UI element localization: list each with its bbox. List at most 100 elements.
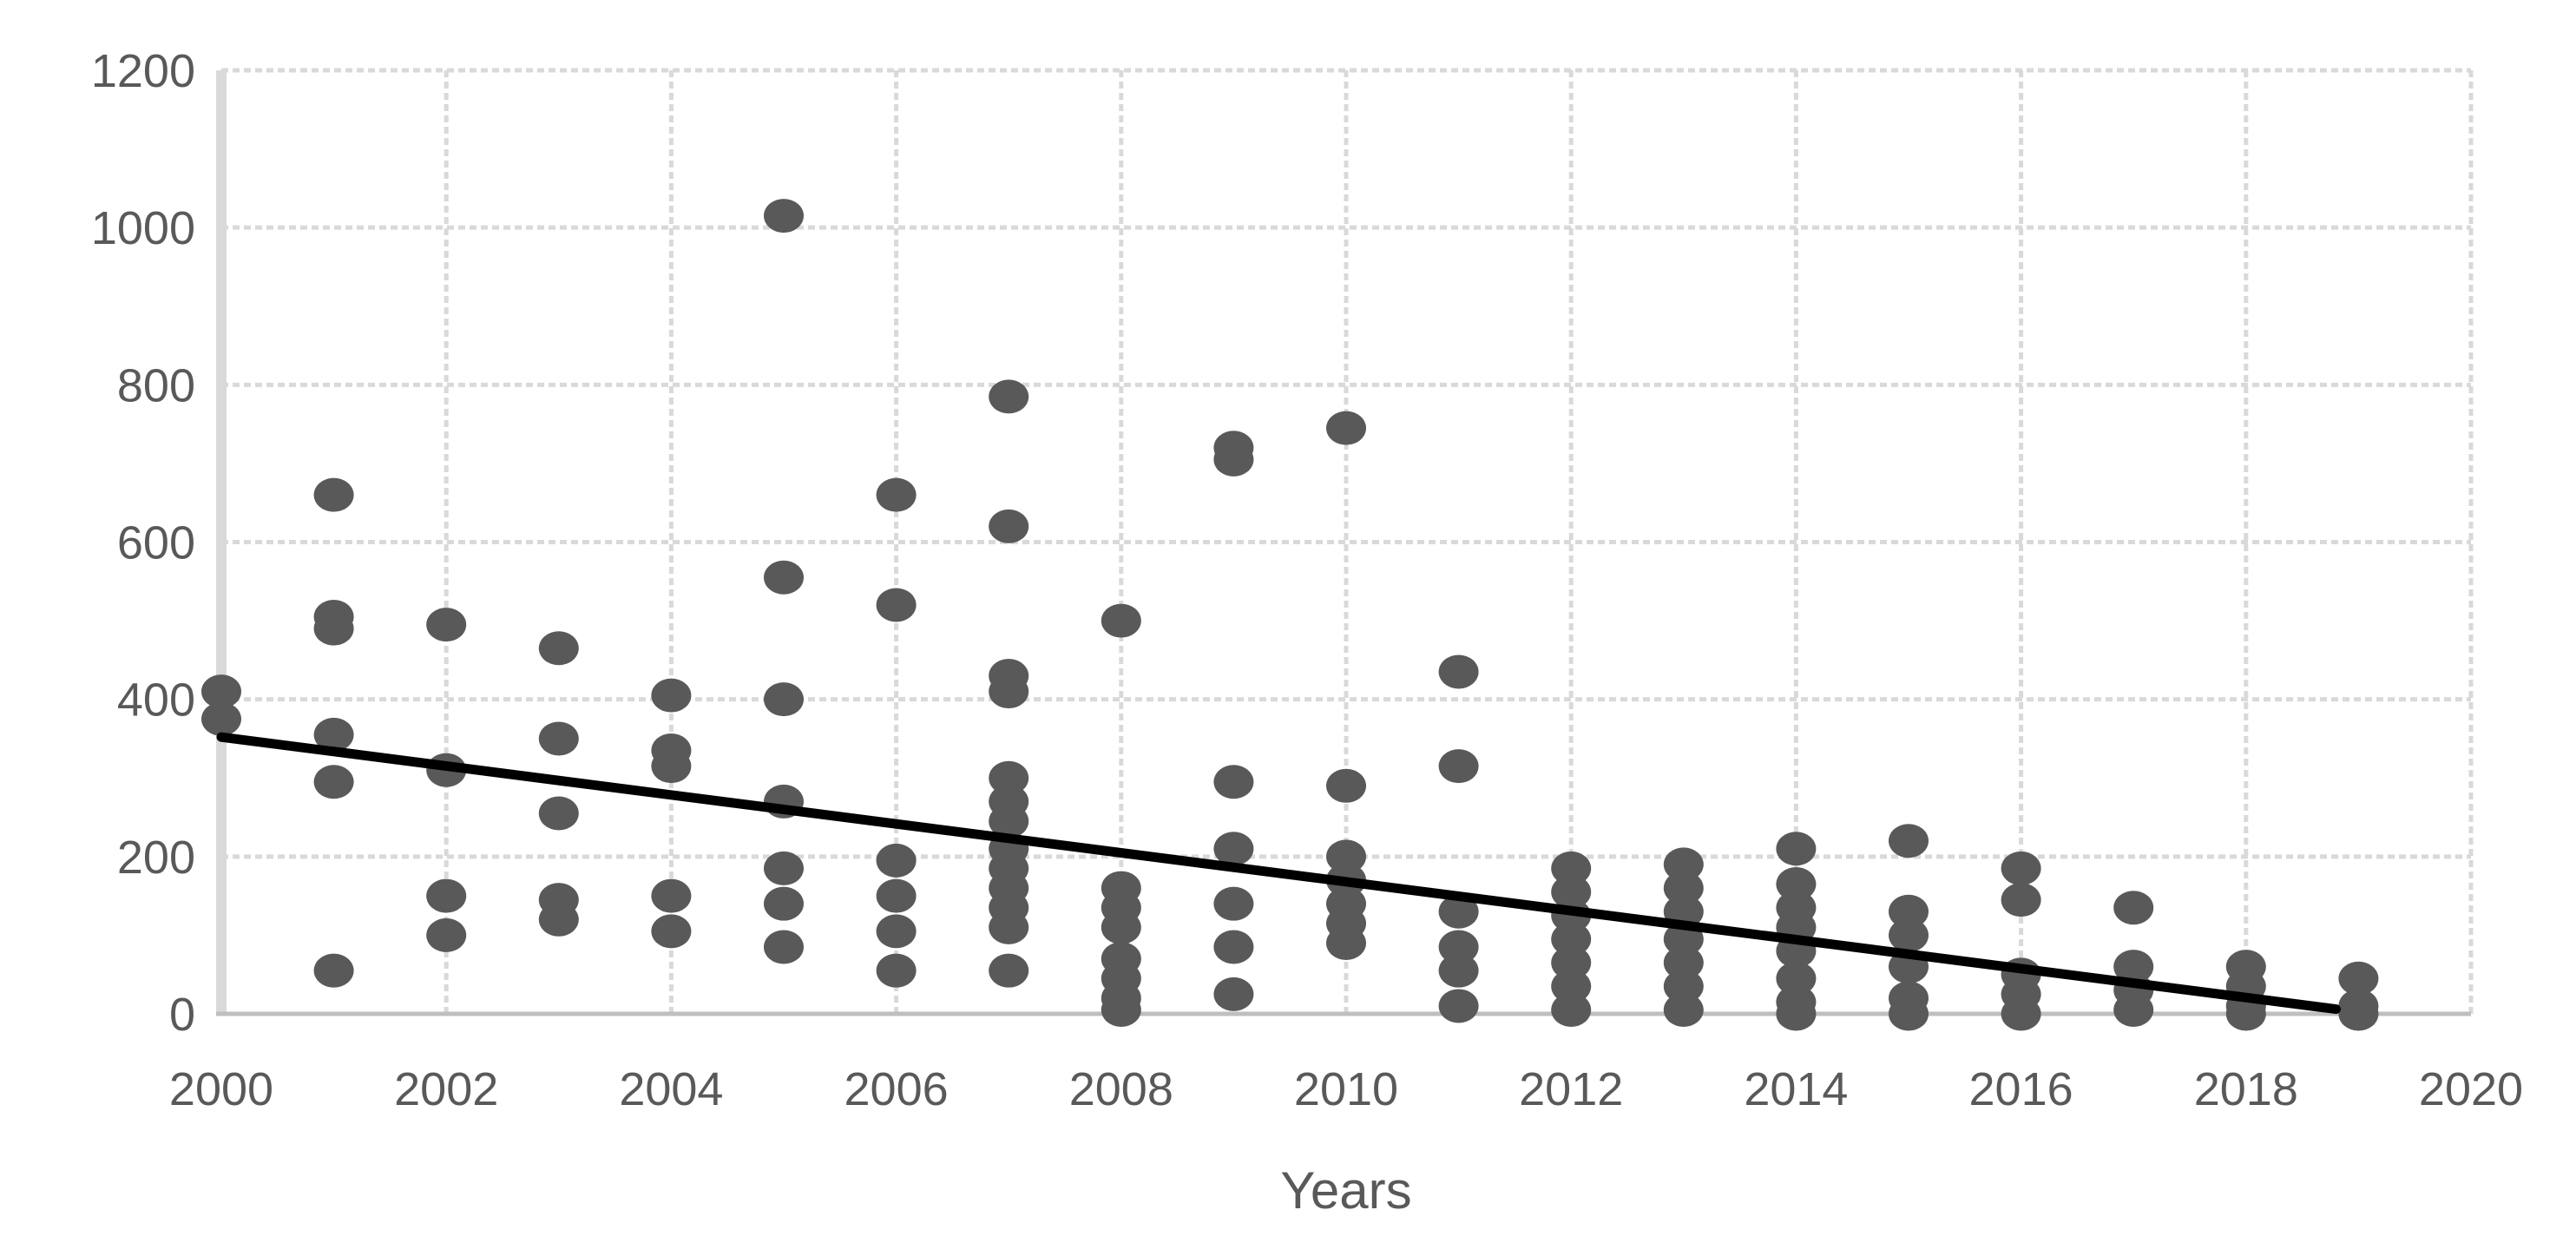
scatter-point (764, 560, 804, 595)
scatter-point (201, 674, 241, 709)
trend-line-group (216, 732, 2341, 1015)
scatter-point (1213, 765, 1254, 799)
y-tick-label: 1200 (91, 45, 195, 97)
trend-line (216, 732, 2341, 1015)
scatter-point (2225, 996, 2266, 1031)
y-tick-label: 1000 (91, 202, 195, 254)
scatter-point (1438, 989, 1479, 1023)
scatter-point (651, 749, 692, 784)
scatter-point (651, 678, 692, 713)
scatter-point (989, 760, 1029, 795)
scatter-point (1889, 917, 1929, 952)
scatter-point (989, 379, 1029, 414)
x-tick-label: 2000 (169, 1063, 273, 1115)
scatter-point (1213, 832, 1254, 866)
scatter-point (651, 878, 692, 913)
scatter-point (764, 199, 804, 233)
axis-labels: 0 200 400 600 800 1000 1200 2000 2002 2004 2006 200… (91, 45, 2523, 1115)
scatter-point (426, 917, 467, 952)
scatter-point (1213, 930, 1254, 964)
x-tick-label: 2016 (1969, 1063, 2073, 1115)
scatter-point (426, 878, 467, 913)
scatter-point (1776, 961, 1817, 996)
gridlines (219, 68, 2474, 1014)
scatter-point (538, 796, 579, 831)
scatter-point (538, 902, 579, 937)
scatter-point (313, 611, 354, 646)
y-tick-label: 400 (117, 674, 195, 727)
scatter-point (2338, 996, 2379, 1031)
scatter-point (2001, 996, 2041, 1031)
scatter-point (538, 631, 579, 666)
x-tick-label: 2006 (844, 1063, 949, 1115)
scatter-point (1776, 867, 1817, 902)
scatter-point (1326, 768, 1366, 803)
scatter-point (1438, 930, 1479, 964)
scatter-point (1213, 977, 1254, 1011)
scatter-point (313, 765, 354, 799)
scatter-point (1326, 925, 1366, 960)
scatter-point (876, 588, 917, 622)
x-tick-label: 2014 (1744, 1063, 1848, 1115)
scatter-point (876, 914, 917, 949)
scatter-point (2338, 961, 2379, 996)
scatter-point (989, 509, 1029, 543)
scatter-point (201, 701, 241, 736)
scatter-point (2001, 883, 2041, 917)
y-tick-label: 0 (169, 989, 195, 1041)
axis-lines (216, 70, 2471, 1016)
scatter-point (1551, 851, 1592, 885)
scatter-point (764, 886, 804, 921)
scatter-point (1776, 996, 1817, 1031)
scatter-point (1551, 969, 1592, 1003)
scatter-point (1889, 894, 1929, 929)
x-tick-label: 2020 (2419, 1063, 2523, 1115)
scatter-point (651, 914, 692, 949)
scatter-point (876, 477, 917, 512)
scatter-point (764, 682, 804, 717)
scatter-point (2001, 851, 2041, 885)
scatter-point (1551, 922, 1592, 957)
scatter-point (1663, 871, 1704, 905)
scatter-point (1213, 886, 1254, 921)
scatter-point (313, 953, 354, 988)
x-axis-title: Years (1280, 1161, 1411, 1220)
scatter-point (1663, 847, 1704, 882)
x-tick-label: 2004 (619, 1063, 723, 1115)
scatter-points (201, 199, 2379, 1031)
scatter-point (1213, 442, 1254, 477)
x-tick-label: 2008 (1069, 1063, 1173, 1115)
scatter-point (989, 910, 1029, 944)
scatter-point (1663, 945, 1704, 980)
scatter-point (764, 851, 804, 885)
scatter-point (538, 721, 579, 756)
scatter-point (1776, 832, 1817, 866)
scatter-point (764, 930, 804, 964)
scatter-point (1889, 996, 1929, 1031)
x-tick-label: 2018 (2194, 1063, 2298, 1115)
scatter-point (313, 717, 354, 752)
scatter-point (1889, 824, 1929, 858)
scatter-point (1438, 894, 1479, 929)
scatter-point (1663, 992, 1704, 1027)
scatter-point (1438, 749, 1479, 784)
y-tick-label: 600 (117, 517, 195, 569)
scatter-point (426, 608, 467, 642)
scatter-point (989, 804, 1029, 839)
scatter-point (2113, 950, 2154, 984)
scatter-point (1326, 839, 1366, 874)
scatter-point (876, 953, 917, 988)
scatter-point (1551, 945, 1592, 980)
scatter-point (2113, 891, 2154, 925)
scatter-point (313, 477, 354, 512)
y-tick-label: 200 (117, 832, 195, 884)
scatter-point (2113, 992, 2154, 1027)
scatter-point (1101, 603, 1141, 638)
x-tick-label: 2010 (1294, 1063, 1398, 1115)
scatter-point (876, 878, 917, 913)
scatter-point (1551, 992, 1592, 1027)
scatter-point (876, 843, 917, 878)
scatter-point (1551, 875, 1592, 910)
